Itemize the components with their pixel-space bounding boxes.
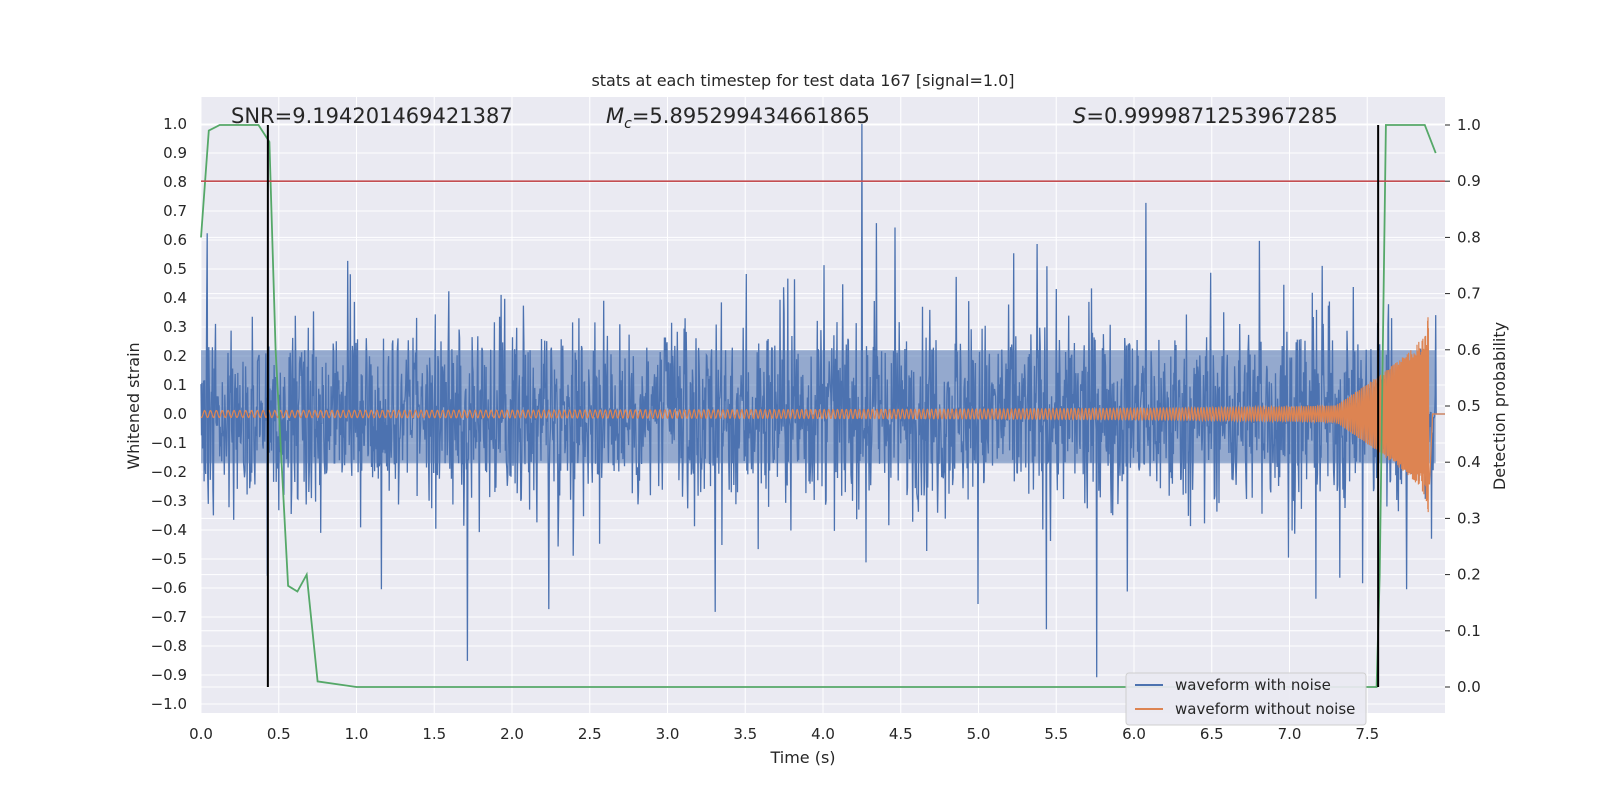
s-value: =0.9999871253967285 — [1086, 104, 1337, 128]
y-right-tick-label: 0.9 — [1457, 172, 1481, 190]
s-symbol: S — [1073, 104, 1086, 128]
mc-symbol: M — [606, 104, 624, 128]
y-axis-label-right: Detection probability — [1490, 322, 1509, 490]
y-right-tick-label: 0.5 — [1457, 397, 1481, 415]
legend-frame — [1125, 672, 1367, 726]
vertical-markers — [266, 125, 1380, 687]
y-left-tick-label: 0.7 — [163, 202, 187, 220]
y-left-tick-label: −0.6 — [151, 579, 187, 597]
y-right-tick-label: 0.0 — [1457, 678, 1481, 696]
tick-labels: 0.0 0.5 1.0 1.5 2.0 2.5 3.0 3.5 4.0 4.5 5.0 5.5 6.0 6… — [151, 115, 1481, 743]
x-tick-label: 4.0 — [811, 725, 835, 743]
x-tick-label: 5.0 — [967, 725, 991, 743]
y-right-tick-label: 0.4 — [1457, 453, 1481, 471]
noise-core-band — [201, 350, 1436, 464]
y-left-tick-label: 0.2 — [163, 347, 187, 365]
y-right-tick-label: 0.2 — [1457, 566, 1481, 584]
y-right-tick-label: 0.8 — [1457, 228, 1481, 246]
x-tick-label: 6.5 — [1200, 725, 1224, 743]
legend-label-clean: waveform without noise — [1175, 700, 1355, 718]
snr-annotation: SNR=9.194201469421387 — [231, 104, 513, 128]
y-left-tick-label: 0.9 — [163, 144, 187, 162]
mc-subscript: c — [624, 116, 632, 132]
y-left-tick-label: −0.2 — [151, 463, 187, 481]
y-left-tick-label: 0.0 — [163, 405, 187, 423]
y-left-tick-label: 0.4 — [163, 289, 187, 307]
y-right-tick-label: 0.6 — [1457, 341, 1481, 359]
detection-probability-line — [200, 124, 1437, 688]
y-left-tick-label: 1.0 — [163, 115, 187, 133]
s-annotation: S=0.9999871253967285 — [1073, 104, 1338, 128]
y-right-tick-label: 1.0 — [1457, 116, 1481, 134]
x-tick-label: 3.5 — [733, 725, 757, 743]
y-left-tick-label: −0.7 — [151, 608, 187, 626]
y-left-tick-label: −0.3 — [151, 492, 187, 510]
x-tick-label: 7.5 — [1355, 725, 1379, 743]
y-right-tick-label: 0.3 — [1457, 509, 1481, 527]
series-detection-probability — [200, 124, 1437, 688]
legend: waveform with noise waveform without noi… — [1125, 672, 1367, 726]
x-tick-label: 0.5 — [267, 725, 291, 743]
y-left-tick-label: −0.5 — [151, 550, 187, 568]
x-tick-label: 4.5 — [889, 725, 913, 743]
clean-waveform-line — [200, 317, 1445, 513]
y-left-tick-label: 0.1 — [163, 376, 187, 394]
x-tick-label: 0.0 — [189, 725, 213, 743]
x-tick-label: 5.5 — [1044, 725, 1068, 743]
series-waveform-without-noise — [200, 317, 1445, 513]
y-left-tick-label: 0.8 — [163, 173, 187, 191]
x-tick-label: 6.0 — [1122, 725, 1146, 743]
x-tick-label: 1.5 — [422, 725, 446, 743]
y-left-tick-label: 0.3 — [163, 318, 187, 336]
y-axis-label-left: Whitened strain — [124, 342, 143, 469]
mc-value: =5.895299434661865 — [632, 104, 870, 128]
y-left-tick-label: −0.4 — [151, 521, 187, 539]
y-left-tick-label: 0.6 — [163, 231, 187, 249]
y-left-tick-label: −1.0 — [151, 695, 187, 713]
x-tick-label: 2.0 — [500, 725, 524, 743]
x-tick-label: 2.5 — [578, 725, 602, 743]
y-left-tick-label: −0.1 — [151, 434, 187, 452]
mc-annotation: Mc=5.895299434661865 — [606, 104, 870, 132]
y-left-tick-label: −0.8 — [151, 637, 187, 655]
x-axis-label: Time (s) — [769, 748, 835, 767]
legend-label-noise: waveform with noise — [1175, 676, 1331, 694]
x-tick-label: 3.0 — [656, 725, 680, 743]
x-tick-label: 7.0 — [1278, 725, 1302, 743]
x-tick-label: 1.0 — [345, 725, 369, 743]
y-left-tick-label: 0.5 — [163, 260, 187, 278]
y-right-tick-label: 0.7 — [1457, 285, 1481, 303]
y-left-tick-label: −0.9 — [151, 666, 187, 684]
y-right-tick-label: 0.1 — [1457, 622, 1481, 640]
chart-title: stats at each timestep for test data 167… — [591, 71, 1014, 90]
